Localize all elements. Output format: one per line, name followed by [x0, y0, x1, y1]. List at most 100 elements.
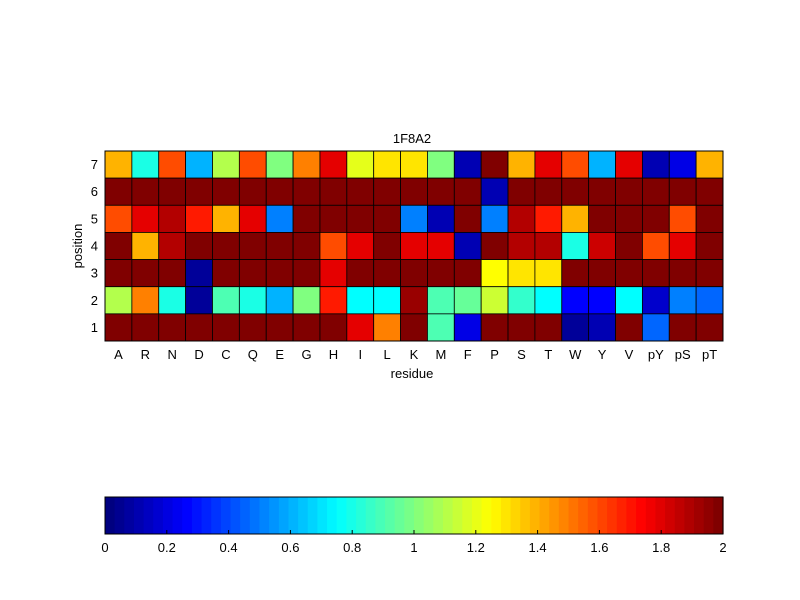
heatmap-cell-3-pT [695, 259, 724, 288]
heatmap-cell-4-F [453, 232, 482, 260]
heatmap-cell-5-W [561, 204, 590, 233]
heatmap-cell-2-E [265, 286, 294, 315]
colorbar-band [404, 497, 415, 534]
y-tick-label: 1 [91, 320, 98, 335]
heatmap-cell-1-H [319, 313, 348, 342]
heatmap-cell-3-H [319, 259, 348, 288]
heatmap-cell-1-D [185, 313, 213, 342]
colorbar-band [616, 497, 628, 534]
x-tick-label: pS [675, 347, 691, 362]
colorbar-tick-label: 0.2 [158, 540, 176, 555]
colorbar-band [414, 497, 425, 534]
heatmap-cell-7-R [131, 150, 160, 179]
heatmap-cell-4-pS [668, 232, 697, 260]
heatmap-cell-5-D [185, 204, 213, 233]
heatmap-cell-7-I [346, 150, 375, 179]
colorbar-band [191, 497, 203, 534]
heatmap-cell-2-R [131, 286, 160, 315]
heatmap-cell-5-Y [588, 204, 616, 233]
heatmap-cell-2-V [615, 286, 643, 315]
heatmap-cell-6-W [561, 177, 590, 206]
heatmap-cell-6-C [212, 177, 240, 206]
heatmap-cell-6-E [265, 177, 294, 206]
x-tick-label: pY [648, 347, 664, 362]
heatmap-cell-4-Q [238, 232, 267, 260]
heatmap-cell-7-Y [588, 150, 616, 179]
heatmap-cell-1-W [561, 313, 590, 342]
heatmap-cell-4-G [292, 232, 321, 260]
colorbar-tick-label: 1 [410, 540, 417, 555]
heatmap-cell-7-D [185, 150, 213, 179]
heatmap-cell-1-I [346, 313, 375, 342]
y-tick-label: 6 [91, 184, 98, 199]
heatmap-cell-3-V [615, 259, 643, 288]
heatmap-cell-5-pS [668, 204, 697, 233]
heatmap-cell-5-K [400, 204, 428, 233]
x-tick-label: P [490, 347, 499, 362]
colorbar-tick-label: 1.2 [467, 540, 485, 555]
y-axis-label: position [70, 224, 85, 269]
heatmap-cell-4-W [561, 232, 590, 260]
colorbar-band [269, 497, 280, 534]
heatmap-cell-3-A [104, 259, 133, 288]
heatmap-cell-7-G [292, 150, 321, 179]
heatmap-cell-4-S [507, 232, 536, 260]
x-tick-label: W [569, 347, 582, 362]
x-tick-label: L [384, 347, 391, 362]
heatmap-cell-2-N [158, 286, 187, 315]
heatmap-cell-5-M [427, 204, 455, 233]
heatmap-cell-6-V [615, 177, 643, 206]
x-axis-label: residue [391, 366, 434, 381]
heatmap-cell-6-I [346, 177, 375, 206]
heatmap-cell-3-G [292, 259, 321, 288]
heatmap-cell-2-L [373, 286, 401, 315]
heatmap-cell-1-K [400, 313, 428, 342]
colorbar-band [307, 497, 319, 534]
colorbar-band [462, 497, 473, 534]
heatmap-cell-6-G [292, 177, 321, 206]
heatmap-cell-1-F [453, 313, 482, 342]
heatmap-cell-3-L [373, 259, 401, 288]
colorbar-band [365, 497, 376, 534]
heatmap-cell-1-G [292, 313, 321, 342]
heatmap-cell-1-pS [668, 313, 697, 342]
heatmap-cell-4-D [185, 232, 213, 260]
colorbar-band [636, 497, 647, 534]
x-tick-label: E [275, 347, 284, 362]
y-tick-labels: 7 6 5 4 3 2 1 [91, 157, 98, 335]
colorbar-tick-label: 2 [719, 540, 726, 555]
heatmap-cell-2-S [507, 286, 536, 315]
heatmap-cell-4-R [131, 232, 160, 260]
colorbar-band [114, 497, 125, 534]
heatmap-cell-2-Y [588, 286, 616, 315]
heatmap-cell-5-L [373, 204, 401, 233]
heatmap-cell-7-C [212, 150, 240, 179]
heatmap-cell-6-pY [641, 177, 670, 206]
heatmap-cell-5-C [212, 204, 240, 233]
colorbar-tick-label: 1.6 [590, 540, 608, 555]
heatmap-cell-7-pS [668, 150, 697, 179]
heatmap-cell-4-Y [588, 232, 616, 260]
colorbar-band [105, 497, 116, 534]
y-tick-label: 3 [91, 266, 98, 281]
colorbar-band [356, 497, 367, 534]
colorbar-band [665, 497, 676, 534]
heatmap-cell-5-S [507, 204, 536, 233]
x-tick-label: I [358, 347, 362, 362]
heatmap-cell-3-D [185, 259, 213, 288]
heatmap-cell-2-K [400, 286, 428, 315]
colorbar-band [375, 497, 386, 534]
heatmap-cell-6-L [373, 177, 401, 206]
colorbar-band [529, 497, 541, 534]
colorbar-band [713, 497, 724, 534]
colorbar-band [259, 497, 270, 534]
heatmap-cell-5-G [292, 204, 321, 233]
colorbar-band [201, 497, 212, 534]
x-tick-label: pT [702, 347, 717, 362]
colorbar-tick-label: 0.6 [281, 540, 299, 555]
heatmap-cell-6-D [185, 177, 213, 206]
heatmap-cell-3-E [265, 259, 294, 288]
heatmap-cell-1-N [158, 313, 187, 342]
x-tick-label: V [625, 347, 634, 362]
heatmap-cell-6-R [131, 177, 160, 206]
